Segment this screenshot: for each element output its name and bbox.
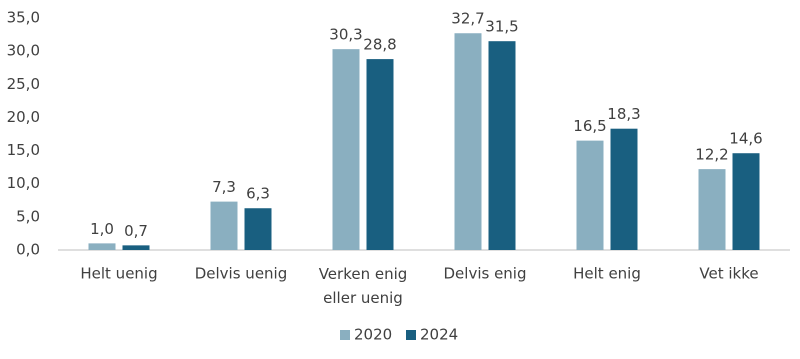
bar <box>576 140 604 250</box>
y-tick-label: 0,0 <box>16 241 40 259</box>
bar <box>122 245 150 250</box>
bar <box>332 49 360 251</box>
data-label: 0,7 <box>124 222 148 240</box>
x-tick-label: Delvis enig <box>444 265 527 283</box>
legend-label: 2024 <box>420 326 458 344</box>
bar <box>244 208 272 250</box>
data-label: 7,3 <box>212 178 236 196</box>
bar <box>698 169 726 250</box>
data-label: 12,2 <box>695 146 728 164</box>
bar <box>732 153 760 250</box>
y-tick-label: 30,0 <box>7 42 40 60</box>
bar <box>88 243 116 250</box>
x-tick-label: Helt enig <box>573 265 641 283</box>
data-label: 14,6 <box>729 130 762 148</box>
y-tick-label: 5,0 <box>16 207 40 225</box>
x-tick-label: Helt uenig <box>80 265 157 283</box>
data-label: 18,3 <box>607 105 640 123</box>
bar <box>366 59 394 251</box>
data-label: 30,3 <box>329 26 362 44</box>
x-tick-label: Verken enig eller uenig <box>319 265 408 307</box>
bar <box>610 128 638 250</box>
legend-swatch <box>340 330 350 340</box>
data-label: 1,0 <box>90 220 114 238</box>
y-tick-label: 25,0 <box>7 75 40 93</box>
bar <box>210 201 238 250</box>
data-label: 31,5 <box>485 18 518 36</box>
bar <box>454 33 482 251</box>
y-tick-label: 20,0 <box>7 108 40 126</box>
bar <box>488 41 516 251</box>
y-tick-label: 15,0 <box>7 141 40 159</box>
legend-swatch <box>406 330 416 340</box>
data-label: 28,8 <box>363 36 396 54</box>
data-label: 32,7 <box>451 10 484 28</box>
data-label: 16,5 <box>573 117 606 135</box>
x-tick-label: Delvis uenig <box>195 265 288 283</box>
x-tick-label: Vet ikke <box>699 265 758 283</box>
legend-label: 2020 <box>354 326 392 344</box>
data-label: 6,3 <box>246 185 270 203</box>
y-tick-label: 35,0 <box>7 9 40 27</box>
y-tick-label: 10,0 <box>7 174 40 192</box>
